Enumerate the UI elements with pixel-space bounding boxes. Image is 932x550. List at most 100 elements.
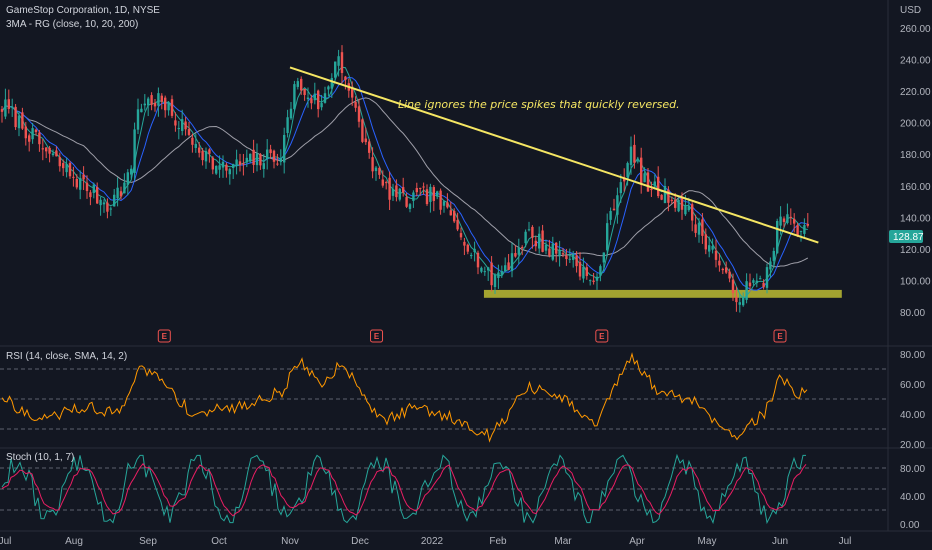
- candle-body: [279, 158, 282, 162]
- candle-body: [697, 222, 701, 235]
- candle-body: [113, 194, 116, 207]
- candle-body: [48, 147, 51, 154]
- candle-body: [650, 189, 653, 191]
- candle-body: [160, 95, 163, 102]
- earnings-marker[interactable]: E: [595, 329, 609, 343]
- candle-body: [425, 189, 429, 205]
- stoch-legend: Stoch (10, 1, 7): [6, 452, 74, 463]
- candle-body: [306, 97, 310, 100]
- candle-body: [796, 225, 799, 237]
- candle-body: [351, 88, 354, 98]
- time-tick-label: 2022: [421, 536, 444, 547]
- earnings-marker[interactable]: E: [157, 329, 171, 343]
- earnings-marker[interactable]: E: [773, 329, 787, 343]
- candle-body: [140, 108, 143, 113]
- candle-body: [317, 90, 320, 110]
- candle-body: [517, 247, 520, 255]
- price-tick-label: 120.00: [900, 245, 931, 256]
- candle-body: [793, 218, 796, 224]
- stoch-pane[interactable]: Stoch (10, 1, 7): [0, 452, 888, 525]
- candle-body: [521, 247, 524, 249]
- candle-body: [453, 210, 456, 222]
- candle-body: [769, 261, 772, 270]
- ma-10-line: [1, 66, 808, 300]
- candle-body: [745, 281, 748, 300]
- candle-body: [640, 157, 643, 185]
- rsi-tick-label: 80.00: [900, 350, 925, 361]
- candle-body: [626, 163, 629, 178]
- price-axis[interactable]: USD 80.00 100.00 120.00 140.00 160.00 180.00 2…: [900, 5, 931, 531]
- candle-body: [191, 137, 194, 145]
- price-pane[interactable]: Line ignores the price spikes that quick…: [0, 5, 842, 343]
- time-tick-label: Oct: [211, 536, 227, 547]
- candle-body: [541, 230, 544, 252]
- price-tick-label: 260.00: [900, 24, 931, 35]
- candle-body: [446, 202, 449, 208]
- candle-body: [262, 163, 265, 169]
- candle-body: [174, 120, 177, 126]
- candle-body: [762, 282, 765, 288]
- candle-body: [524, 231, 527, 244]
- candle-body: [330, 78, 333, 89]
- candle-body: [136, 109, 140, 130]
- earnings-marker-box: [773, 329, 787, 343]
- time-tick-label: Jun: [772, 536, 788, 547]
- candle-body: [412, 192, 415, 201]
- candle-body: [215, 165, 218, 174]
- time-tick-label: Jul: [0, 536, 11, 547]
- candle-body: [612, 208, 616, 211]
- candle-body: [221, 161, 225, 168]
- earnings-marker-label: E: [777, 332, 783, 341]
- candle-body: [531, 226, 534, 238]
- candle-body: [643, 173, 646, 183]
- candle-body: [708, 245, 711, 252]
- candle-body: [41, 148, 44, 150]
- candle-body: [310, 98, 313, 104]
- candle-body: [657, 176, 660, 197]
- candle-body: [500, 271, 503, 275]
- candle-body: [429, 186, 432, 202]
- candle-body: [470, 255, 473, 257]
- candle-body: [293, 84, 296, 110]
- price-tick-label: 80.00: [900, 308, 925, 319]
- candle-body: [34, 129, 38, 133]
- candle-body: [490, 262, 493, 286]
- candle-body: [776, 220, 779, 254]
- candle-body: [623, 177, 626, 182]
- trendline-line[interactable]: [289, 66, 819, 244]
- time-tick-label: Aug: [65, 536, 83, 547]
- candle-body: [79, 177, 82, 190]
- candle-body: [323, 93, 327, 103]
- candle-body: [476, 252, 480, 268]
- rsi-pane[interactable]: RSI (14, close, SMA, 14, 2): [0, 351, 888, 443]
- time-axis[interactable]: Jul Aug Sep Oct Nov Dec 2022 Feb Mar Apr May Jun Jul: [0, 536, 851, 547]
- ma-200-line: [1, 97, 809, 268]
- candle-body: [38, 132, 41, 145]
- candle-body: [395, 185, 398, 198]
- candle-body: [463, 241, 466, 246]
- candle-body: [368, 141, 371, 153]
- candle-body: [55, 150, 58, 157]
- candle-body: [731, 279, 735, 294]
- time-tick-label: May: [698, 536, 717, 547]
- candle-body: [388, 177, 391, 200]
- candle-body: [211, 157, 214, 170]
- price-tick-label: 160.00: [900, 182, 931, 193]
- candle-body: [789, 216, 792, 218]
- candle-body: [123, 182, 126, 194]
- trendline[interactable]: [289, 66, 819, 244]
- earnings-marker[interactable]: E: [370, 329, 384, 343]
- candle-body: [204, 151, 208, 162]
- candle-body: [667, 189, 670, 203]
- candle-body: [126, 172, 129, 185]
- earnings-marker-box: [370, 329, 384, 343]
- earnings-marker-label: E: [599, 332, 605, 341]
- candle-body: [385, 182, 388, 184]
- candle-body: [449, 210, 452, 216]
- candle-body: [272, 150, 276, 162]
- stoch-d-line: [1, 462, 807, 517]
- candle-body: [232, 163, 235, 169]
- candle-body: [170, 99, 174, 116]
